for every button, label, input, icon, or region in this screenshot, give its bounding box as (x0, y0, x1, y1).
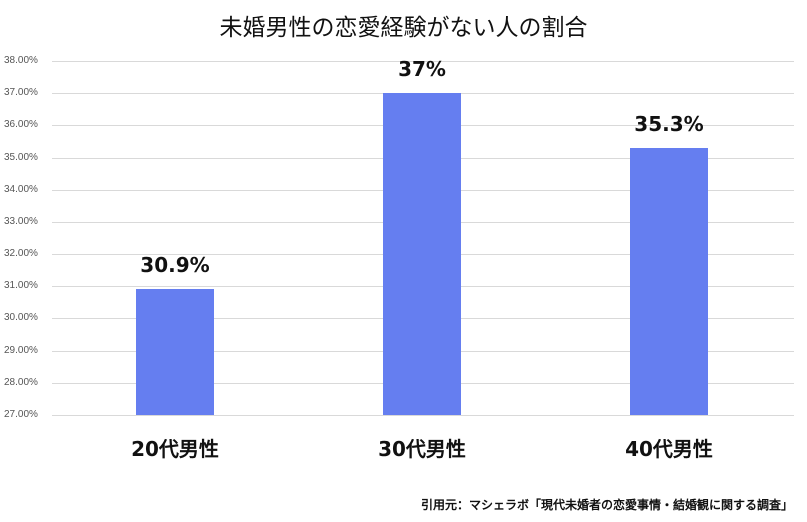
y-tick-label: 31.00% (4, 280, 38, 292)
y-tick-label: 29.00% (4, 344, 38, 356)
y-tick-label: 37.00% (4, 87, 38, 99)
chart-title: 未婚男性の恋愛経験がない人の割合 (219, 15, 588, 41)
y-tick-label: 38.00% (4, 55, 38, 66)
y-tick-label: 32.00% (4, 248, 38, 260)
y-tick-label: 36.00% (4, 119, 38, 131)
y-tick-label: 28.00% (4, 376, 38, 388)
bar (383, 93, 461, 415)
gridline (52, 61, 794, 62)
gridline (52, 415, 794, 416)
y-tick-label: 34.00% (4, 183, 38, 195)
source-citation: 引用元：マシェラボ「現代未婚者の恋愛事情・結婚観に関する調査」 (420, 498, 793, 512)
y-tick-label: 30.00% (4, 312, 38, 324)
y-tick-label: 27.00% (4, 409, 38, 420)
y-tick-label: 35.00% (4, 151, 38, 163)
category-label: 20代男性 (131, 437, 219, 461)
bar-value-label: 30.9% (140, 253, 210, 278)
bar (136, 289, 214, 415)
category-label: 40代男性 (625, 437, 713, 461)
bar (630, 147, 708, 415)
category-label: 30代男性 (378, 437, 466, 461)
bar-value-label: 35.3% (634, 111, 704, 136)
bar-value-label: 37% (398, 57, 446, 82)
y-tick-label: 33.00% (4, 215, 38, 227)
